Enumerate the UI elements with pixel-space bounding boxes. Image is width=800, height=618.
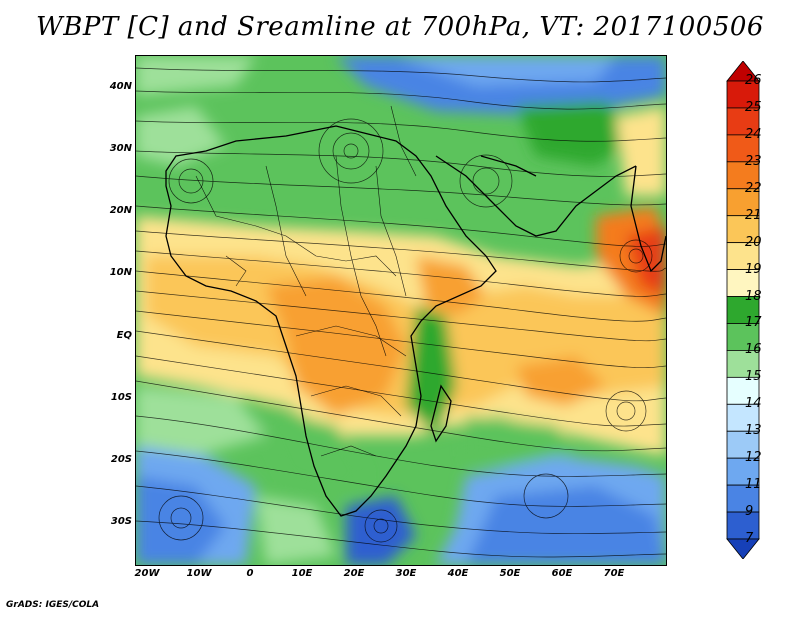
colorbar-box bbox=[726, 430, 760, 459]
colorbar-box bbox=[726, 296, 760, 324]
colorbar-label: 25 bbox=[745, 99, 762, 115]
lat-label-20n: 20N bbox=[109, 205, 132, 216]
colorbar-label: 20 bbox=[745, 234, 762, 250]
lon-label-20e: 20E bbox=[343, 568, 365, 579]
colorbar-label: 18 bbox=[745, 288, 762, 304]
lat-label-10n: 10N bbox=[109, 267, 132, 278]
colorbar-box bbox=[726, 511, 760, 540]
colorbar-box bbox=[726, 350, 760, 378]
colorbar-label: 9 bbox=[745, 504, 754, 520]
colorbar-box bbox=[726, 403, 760, 432]
colorbar-label: 13 bbox=[745, 423, 762, 439]
map-title: WBPT [C] and Sreamline at 700hPa, VT: 20… bbox=[36, 12, 764, 42]
colorbar-label: 17 bbox=[745, 315, 762, 331]
colorbar-box bbox=[726, 242, 760, 270]
colorbar-label: 12 bbox=[745, 450, 762, 466]
wbpt-field bbox=[136, 56, 666, 565]
colorbar-box bbox=[726, 269, 760, 297]
lon-label-10e: 10E bbox=[291, 568, 313, 579]
colorbar-label: 15 bbox=[745, 369, 762, 385]
colorbar-label: 23 bbox=[745, 153, 762, 169]
colorbar-label: 7 bbox=[745, 531, 754, 546]
lon-label-20w: 20W bbox=[134, 568, 160, 579]
lat-label-10s: 10S bbox=[110, 392, 132, 403]
lat-label-40n: 40N bbox=[109, 81, 132, 92]
lat-label-30n: 30N bbox=[109, 143, 132, 154]
lon-label-10w: 10W bbox=[186, 568, 212, 579]
colorbar-label: 24 bbox=[745, 126, 762, 142]
colorbar-box bbox=[726, 161, 760, 190]
colorbar-box bbox=[726, 188, 760, 217]
lon-label-40e: 40E bbox=[447, 568, 469, 579]
lon-label-0: 0 bbox=[246, 568, 254, 579]
colorbar bbox=[726, 61, 760, 559]
colorbar-box bbox=[726, 134, 760, 163]
lat-label-30s: 30S bbox=[110, 516, 132, 527]
map-panel bbox=[135, 55, 667, 566]
colorbar-label: 11 bbox=[745, 477, 762, 493]
colorbar-label: 26 bbox=[745, 73, 762, 88]
lon-label-30e: 30E bbox=[395, 568, 417, 579]
lon-label-60e: 60E bbox=[551, 568, 573, 579]
lon-label-50e: 50E bbox=[499, 568, 521, 579]
grads-credit: GrADS: IGES/COLA bbox=[6, 600, 100, 610]
lon-label-70e: 70E bbox=[603, 568, 625, 579]
colorbar-label: 19 bbox=[745, 261, 762, 277]
lat-label-20s: 20S bbox=[110, 454, 132, 465]
colorbar-box bbox=[726, 323, 760, 351]
colorbar-bottom-arrow bbox=[726, 538, 760, 559]
colorbar-label: 16 bbox=[745, 342, 762, 358]
colorbar-label: 14 bbox=[745, 396, 762, 412]
lat-label-eq: EQ bbox=[116, 330, 132, 341]
colorbar-label: 22 bbox=[745, 180, 762, 196]
colorbar-box bbox=[726, 457, 760, 486]
colorbar-box bbox=[726, 376, 760, 405]
colorbar-label: 21 bbox=[745, 207, 762, 223]
